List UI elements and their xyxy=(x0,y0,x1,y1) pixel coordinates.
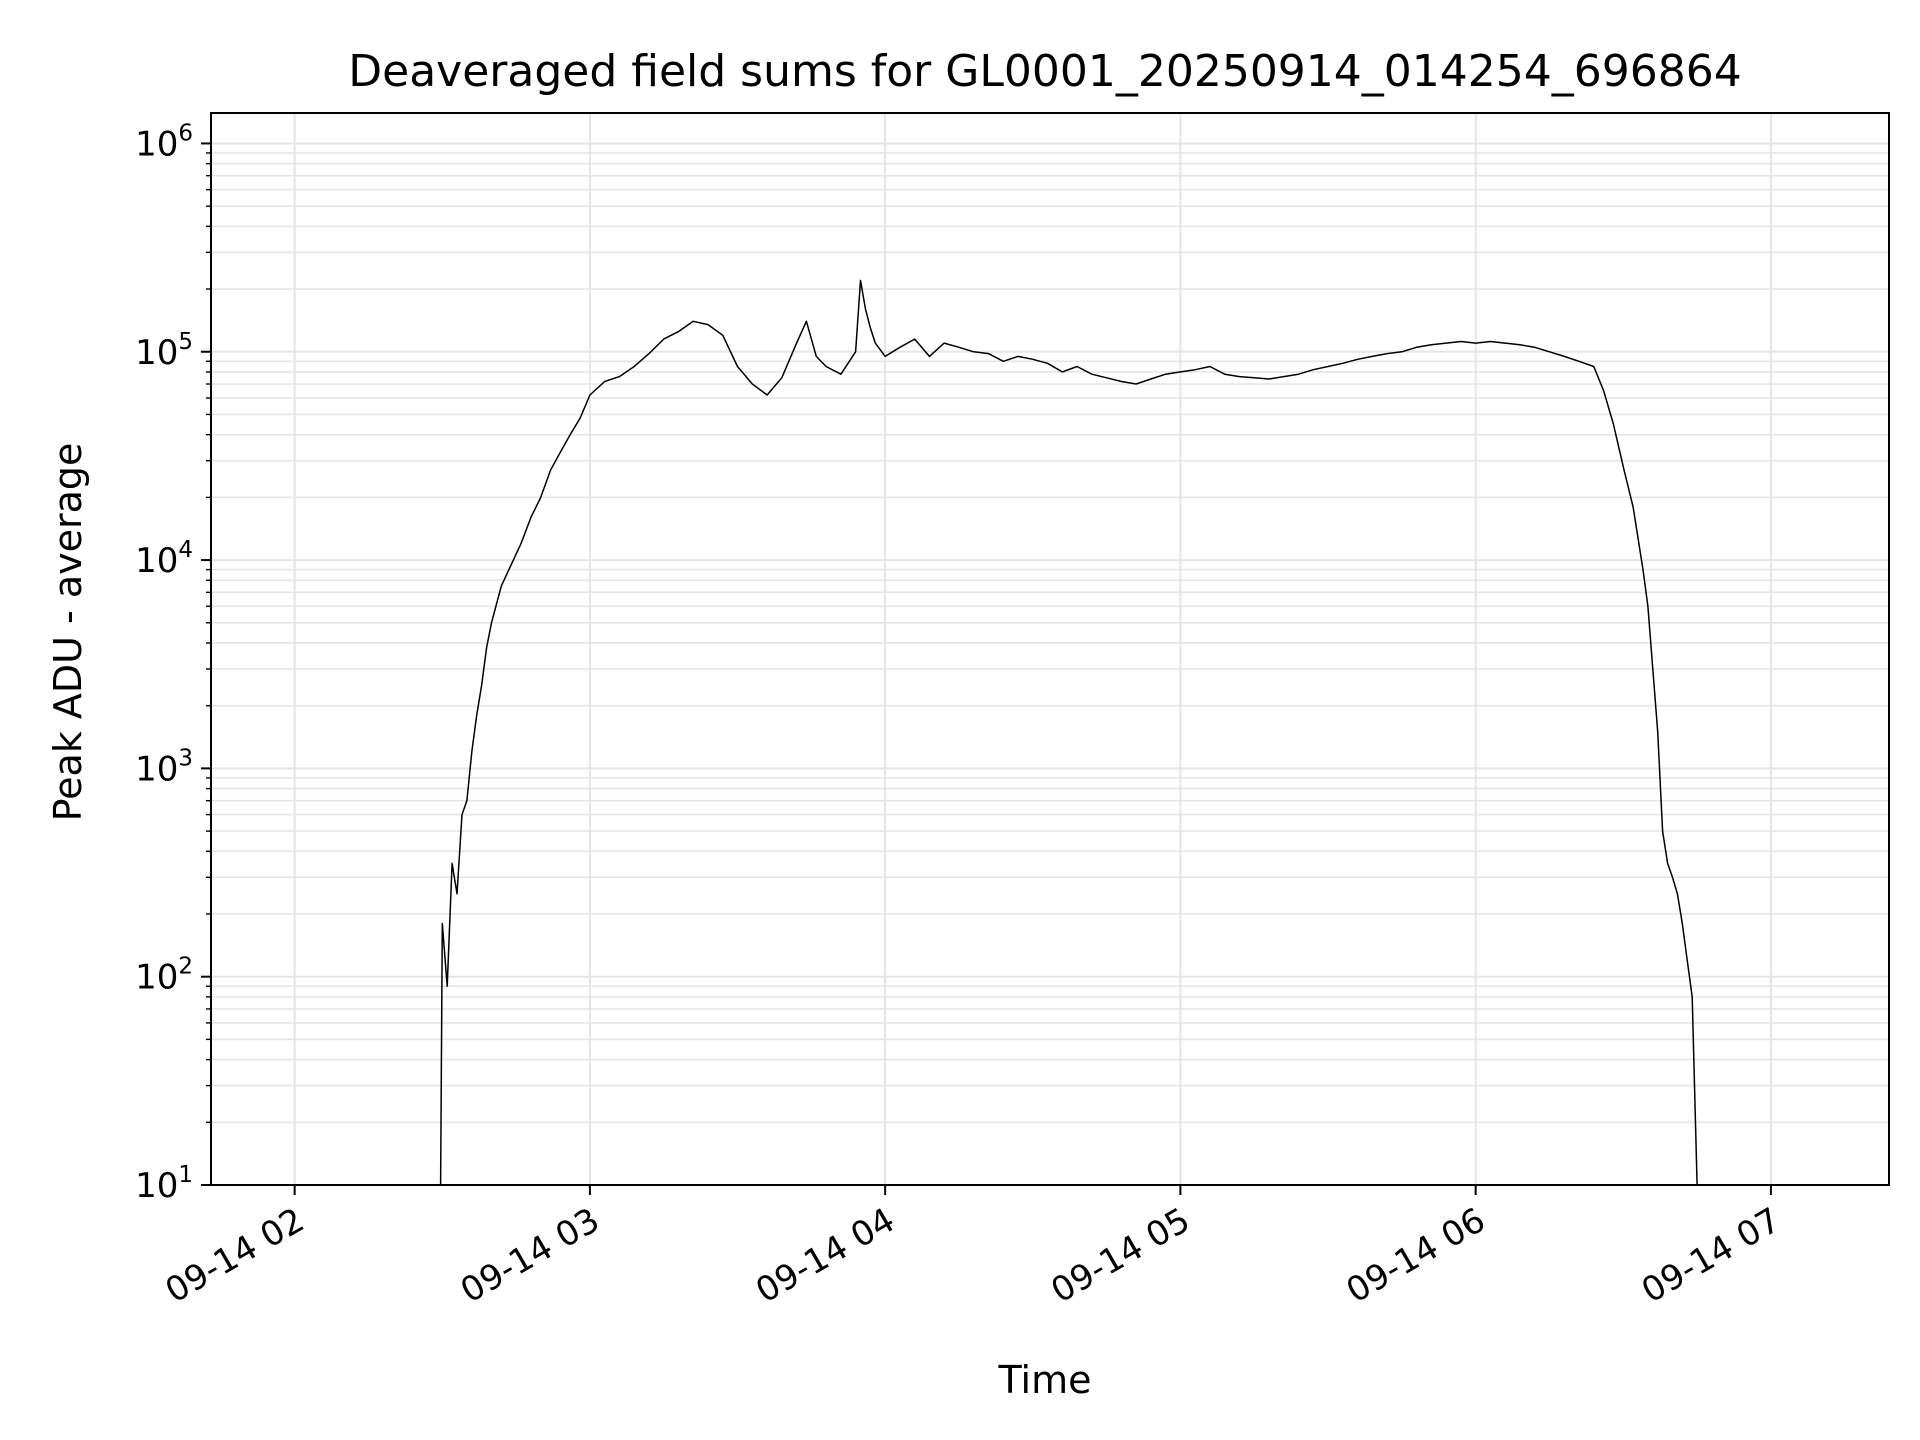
y-tick-label: 106 xyxy=(135,120,193,164)
y-tick-label: 105 xyxy=(135,329,193,373)
y-axis-label: Peak ADU - average xyxy=(46,443,90,822)
plot-frame xyxy=(210,112,1890,1186)
series-line-0 xyxy=(439,279,1698,1186)
y-tick-label: 101 xyxy=(135,1162,193,1206)
y-tick-label: 102 xyxy=(135,954,193,998)
y-tick-label: 103 xyxy=(135,745,193,789)
x-axis-label: Time xyxy=(998,1358,1092,1402)
grid-lines xyxy=(211,113,1889,1186)
y-axis: 101 102 103 104 105 106 xyxy=(135,120,211,1206)
chart-title: Deaveraged field sums for GL0001_2025091… xyxy=(348,46,1741,97)
y-tick-label: 104 xyxy=(135,537,193,581)
series-layer xyxy=(439,279,1698,1186)
